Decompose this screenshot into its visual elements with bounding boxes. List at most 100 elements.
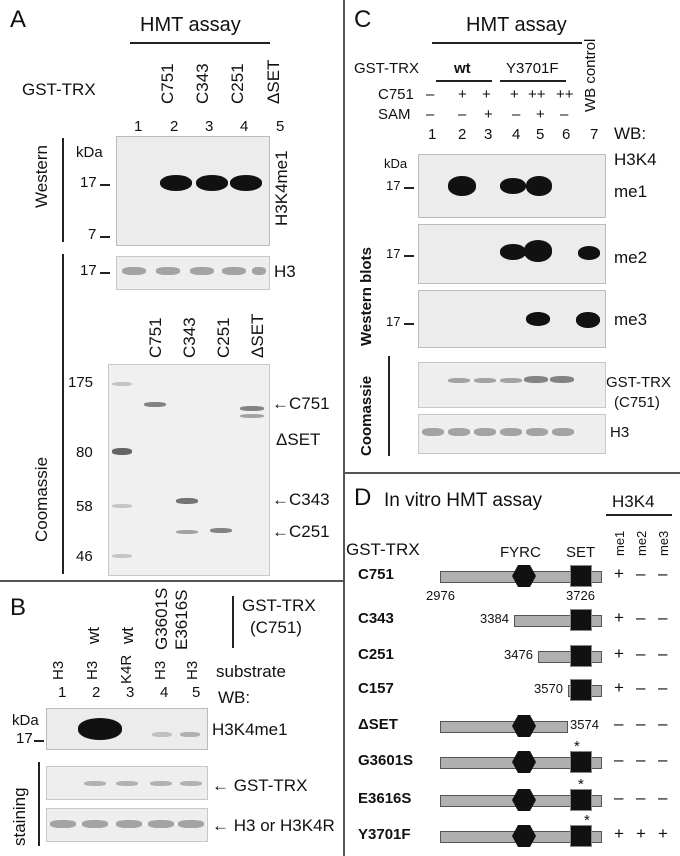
lane-num-5: 5 [276,118,285,135]
c-c751-label: C751 [378,86,414,103]
mutation-star: * [584,812,590,829]
gel-arrow-c343: ←C343 [272,490,330,509]
b-staining-bracket [38,762,40,846]
western-bracket [62,138,64,242]
c-sam-6: – [560,106,569,123]
panel-d-title: In vitro HMT assay [384,490,543,511]
lane-num-4: 4 [240,118,249,135]
h3-label-a: H3 [274,262,296,281]
c-num-4: 4 [512,126,521,143]
c-gst-strip [418,362,606,408]
b-num-1: 1 [58,684,67,701]
d-gst-label: GST-TRX [346,540,420,559]
c-gst-band-5 [524,376,548,383]
fyrc-domain [512,751,536,773]
mutation-star: * [574,738,580,755]
lane-name-3: C343 [193,63,212,104]
c-me2-label: me2 [614,248,648,267]
c-h3-band-4 [500,428,522,436]
result-cell: + [614,608,624,627]
construct-name: C751 [358,566,394,583]
c-marker-2-tick [404,255,414,257]
c-num-2: 2 [458,126,467,143]
c-marker-1-tick [404,187,414,189]
start-residue: 3476 [504,647,533,662]
b-h3-band-5 [178,820,204,828]
construct-name: C157 [358,680,394,697]
divider-a-b [0,580,343,582]
construct-name: E3616S [358,790,412,807]
b-h3-band-1 [50,820,76,828]
panel-c-title-underline [432,42,582,44]
start-residue: 3570 [534,681,563,696]
d-col-me2: me2 [634,530,649,556]
c-h3-band-5 [526,428,548,436]
fyrc-domain [512,789,536,811]
c-me1-lane5 [526,176,552,196]
c-marker-1: 17 [386,178,401,193]
b-western-blot [46,708,208,750]
result-cell: – [658,750,668,769]
b-band-lane2 [78,718,122,740]
set-domain [570,565,592,587]
h3-band-2 [156,267,180,275]
result-cell: + [636,824,646,843]
western-blot-a [116,136,270,246]
construct-name: C343 [358,610,394,627]
b-kda: kDa [12,712,39,729]
c-me3-label: me3 [614,310,648,329]
marker-17-tick [100,184,110,186]
b-wb-label: WB: [218,688,251,707]
b-h3-band-3 [116,820,142,828]
c-gst-band-4 [500,378,522,383]
result-cell: + [658,824,668,843]
b-h3-band-2 [82,820,108,828]
b-staining-label: staining [10,787,29,846]
c-c751-5: ++ [528,86,546,103]
construct-name: ΔSET [358,716,398,733]
result-cell: – [636,788,646,807]
c-coomassie-bracket [388,356,390,456]
c-wb-label: WB: [614,124,647,143]
c-me1-lane2 [448,176,476,196]
gel-lane-c251: C251 [214,317,233,358]
gel-band-c343 [176,498,198,504]
gel-lane-dset: ΔSET [248,313,267,358]
fyrc-domain [512,565,536,587]
result-cell: – [658,714,668,733]
h3-band-5 [252,267,266,275]
result-cell: – [658,678,668,697]
h3-marker-a: 17 [80,262,97,279]
result-cell: + [614,564,624,583]
lane-num-3: 3 [205,118,214,135]
c-num-7: 7 [590,126,599,143]
result-cell: – [658,564,668,583]
gel-band-c251 [210,528,232,533]
panel-a-gst-label: GST-TRX [22,80,96,99]
gel-lane-c343: C343 [180,317,199,358]
b-substrate-label: substrate [216,662,286,681]
ladder-band [112,382,132,386]
c-sam-3: + [484,106,493,123]
lane-num-1: 1 [134,118,143,135]
c-num-3: 3 [484,126,493,143]
c-mut-underline [500,80,566,82]
result-cell: – [636,678,646,697]
gel-arrow-c751: ←C751 [272,394,330,413]
c-me1-label: me1 [614,182,648,201]
d-col-me1: me1 [612,530,627,556]
b-marker: 17 [16,730,33,747]
c-coomassie-label: Coomassie [358,375,375,456]
end-residue: 3574 [570,717,599,732]
start-residue: 2976 [426,588,455,603]
result-cell: – [636,714,646,733]
antibody-label-a: H3K4me1 [272,150,291,226]
c-num-1: 1 [428,126,437,143]
result-cell: – [614,788,624,807]
construct-name: Y3701F [358,826,411,843]
band-lane4 [230,175,262,191]
b-sub-5: H3 [184,660,201,680]
result-cell: – [614,714,624,733]
c-me3-lane7 [576,312,600,328]
construct-name: G3601S [358,752,414,769]
